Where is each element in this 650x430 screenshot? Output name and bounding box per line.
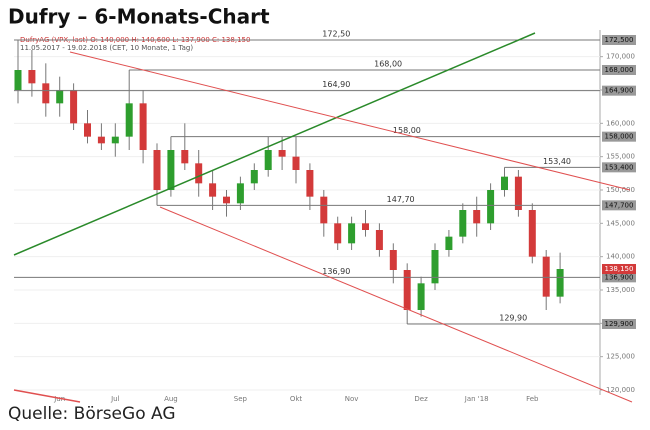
level-box [602,272,636,283]
x-tick-label: Aug [164,395,178,403]
candle-body [139,103,147,150]
candle-body [236,183,244,204]
candle-body [375,230,383,250]
trend-line [159,206,633,403]
candle-body [84,123,91,137]
x-tick-label: Feb [526,395,539,403]
candle-body [278,150,286,157]
y-tick-label: 135,000 [606,286,635,294]
level-axis-label: 164,900 [605,87,634,95]
candle-body [542,256,550,297]
candle-body [417,283,425,310]
x-tick-label: Okt [290,395,303,403]
level-box [602,162,636,173]
candle-body [334,223,342,244]
level-box [602,65,636,75]
candle-body [389,250,397,270]
candle-body [70,90,78,124]
x-tick-label: Dez [414,395,428,403]
level-axis-label: 129,900 [605,320,634,328]
level-label: 158,00 [393,126,421,135]
candle-body [362,223,369,230]
candle-body [167,150,175,190]
level-label: 136,90 [322,267,350,276]
y-tick-label: 120,000 [606,386,635,394]
y-tick-label: 150,000 [606,186,635,194]
candle-body [181,150,189,164]
candle-body [14,70,22,90]
level-axis-label: 168,000 [605,66,634,74]
candle-body [28,70,36,84]
level-label: 172,50 [322,30,350,39]
candle-body [153,150,161,190]
candle-body [348,223,356,244]
candle-body [556,269,564,297]
x-tick-label: Jan '18 [464,395,489,403]
candle-body [292,156,300,170]
candle-body [501,176,508,190]
candle-body [514,176,522,210]
level-axis-label: 136,900 [605,273,634,281]
candle-body [111,136,119,144]
candle-body [306,170,314,197]
candle-body [195,163,203,184]
level-box [602,131,636,142]
level-box [602,200,636,211]
level-label: 164,90 [322,80,350,89]
y-tick-label: 160,000 [606,119,635,127]
candle-body [209,183,217,197]
candle-body [42,83,50,104]
last-price-label: 138,150 [605,265,634,273]
level-axis-label: 158,000 [605,133,634,141]
candle-body [320,196,328,224]
level-axis-label: 153,400 [605,163,634,171]
candle-body [403,270,411,310]
candle-body [125,103,133,137]
candle-body [264,150,272,170]
y-tick-label: 145,000 [606,219,635,227]
candle-body [487,190,495,224]
y-tick-label: 155,000 [606,153,635,161]
level-box [602,85,636,96]
level-box [602,319,636,329]
candle-body [223,196,230,204]
candle-body [250,170,258,184]
level-axis-label: 147,700 [605,201,634,209]
period-line: 11.05.2017 - 19.02.2018 (CET, 10 Monate,… [20,44,193,52]
candle-body [56,90,64,104]
level-axis-label: 172,500 [605,36,634,44]
candle-body [445,236,453,250]
level-box [602,35,636,45]
trend-line [13,389,81,403]
y-tick-label: 170,000 [606,53,635,61]
level-label: 168,00 [374,60,402,69]
y-tick-label: 140,000 [606,253,635,261]
candle-body [473,210,481,224]
level-label: 129,90 [499,314,527,323]
x-tick-label: Jul [110,395,120,403]
x-tick-label: Jun [53,395,65,403]
candle-body [97,136,105,144]
candle-body [459,210,467,237]
x-tick-label: Sep [234,395,248,403]
trend-line [69,51,631,191]
level-label: 147,70 [387,195,415,204]
trend-line [13,32,536,256]
level-label: 153,40 [543,157,571,166]
x-tick-label: Nov [345,395,359,403]
y-tick-label: 125,000 [606,353,635,361]
candle-body [431,250,439,284]
candle-body [528,210,536,257]
chart-title: Dufry – 6-Monats-Chart [8,5,270,29]
last-price-box [602,264,636,274]
source: Quelle: BörseGo AG [8,404,176,424]
